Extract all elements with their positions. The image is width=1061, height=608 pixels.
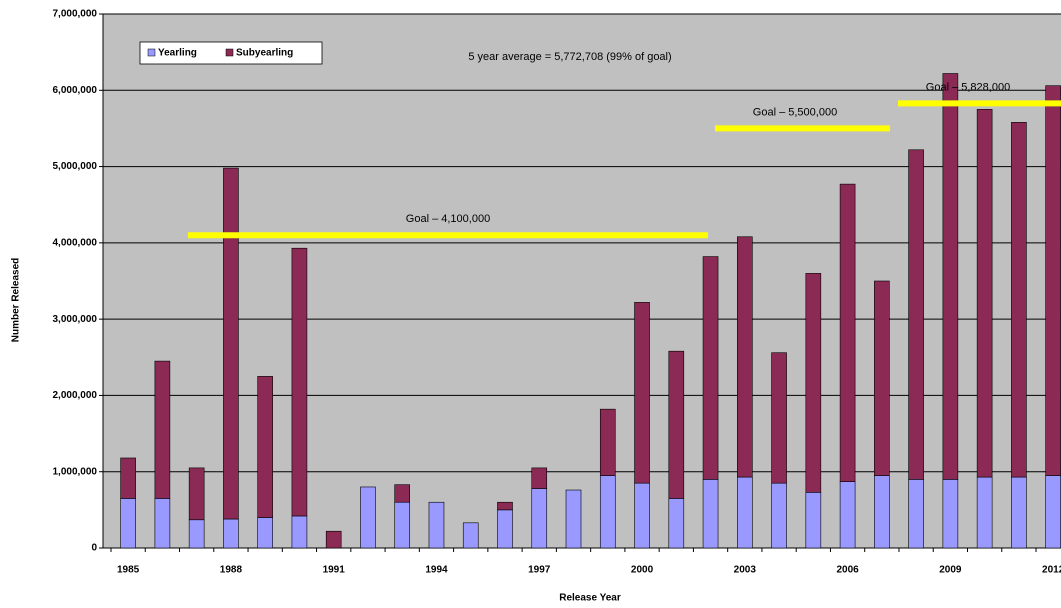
bar-segment — [805, 273, 822, 493]
x-tick-label: 2003 — [734, 565, 757, 576]
y-tick-label: 4,000,000 — [53, 237, 98, 248]
bar-segment — [394, 484, 411, 503]
x-tick-label: 2009 — [939, 565, 962, 576]
x-axis-title: Release Year — [559, 593, 621, 604]
bar-segment — [839, 183, 856, 482]
bar-segment — [291, 515, 308, 549]
y-tick-label: 2,000,000 — [53, 390, 98, 401]
x-tick-label: 2012 — [1042, 565, 1061, 576]
bar-segment — [976, 476, 993, 549]
goal-label: Goal – 4,100,000 — [406, 213, 490, 225]
bar-segment — [223, 518, 239, 549]
bar-segment — [188, 519, 205, 549]
y-tick-label: 7,000,000 — [53, 9, 98, 20]
x-tick-label: 1997 — [528, 565, 551, 576]
goal-label: Goal – 5,828,000 — [926, 81, 1010, 93]
bar-segment — [394, 501, 411, 549]
bar-segment — [120, 457, 136, 499]
bar-segment — [154, 360, 171, 499]
x-tick-label: 2000 — [631, 565, 654, 576]
y-tick-label: 0 — [91, 543, 97, 554]
bar-segment — [702, 479, 719, 549]
bar-segment — [668, 498, 685, 549]
bar-segment — [497, 509, 513, 549]
bar-segment — [325, 530, 342, 549]
bar-segment — [634, 302, 650, 484]
bar-segment — [1011, 122, 1027, 478]
bar-segment — [531, 467, 548, 489]
bar-segment — [771, 352, 787, 484]
bar-segment — [257, 517, 273, 549]
bar-segment — [291, 247, 308, 517]
bar-segment — [668, 350, 685, 499]
bar-segment — [839, 481, 856, 549]
y-axis-title: Number Released — [11, 258, 22, 342]
bar-segment — [154, 498, 171, 549]
bar-segment — [805, 492, 822, 549]
x-tick-label: 1991 — [323, 565, 346, 576]
bar-segment — [737, 236, 753, 478]
bar-segment — [737, 476, 753, 549]
legend-label: Subyearling — [236, 48, 293, 59]
bar-segment — [188, 467, 205, 521]
bar-segment — [874, 280, 890, 476]
bar-segment — [462, 522, 479, 549]
y-tick-label: 5,000,000 — [53, 161, 98, 172]
y-tick-label: 1,000,000 — [53, 466, 98, 477]
legend-swatch — [225, 48, 234, 57]
x-tick-label: 2006 — [836, 565, 859, 576]
annotation: 5 year average = 5,772,708 (99% of goal) — [468, 51, 671, 63]
bar-segment — [908, 479, 924, 549]
bar-segment — [942, 479, 959, 549]
bar-segment — [1011, 476, 1027, 549]
bar-segment — [120, 498, 136, 549]
bar-segment — [1045, 85, 1061, 476]
y-tick-label: 6,000,000 — [53, 85, 98, 96]
bar-segment — [599, 408, 616, 476]
bar-segment — [223, 167, 239, 520]
x-tick-label: 1994 — [425, 565, 448, 576]
bar-segment — [497, 501, 513, 511]
bar-segment — [1045, 475, 1061, 549]
bar-segment — [908, 149, 924, 480]
bar-segment — [771, 482, 787, 549]
x-tick-label: 1985 — [117, 565, 140, 576]
bar-segment — [531, 488, 548, 549]
bar-segment — [428, 501, 445, 549]
bar-segment — [874, 475, 890, 549]
goal-label: Goal – 5,500,000 — [753, 106, 837, 118]
bar-segment — [565, 489, 582, 549]
bar-segment — [942, 73, 959, 480]
x-tick-label: 1988 — [220, 565, 243, 576]
y-tick-label: 3,000,000 — [53, 314, 98, 325]
bar-segment — [360, 486, 376, 549]
bar-segment — [634, 482, 650, 549]
bar-segment — [599, 475, 616, 549]
bar-segment — [702, 256, 719, 480]
bar-segment — [976, 109, 993, 478]
bar-segment — [257, 376, 273, 518]
legend-swatch — [147, 48, 156, 57]
legend-label: Yearling — [158, 48, 197, 59]
